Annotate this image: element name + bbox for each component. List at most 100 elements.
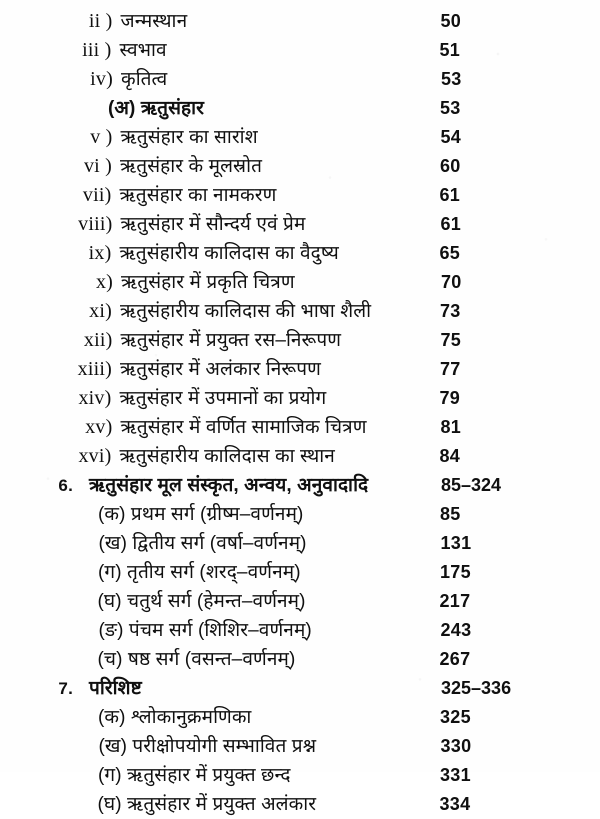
toc-entry-page-number: 85 [440, 500, 461, 529]
toc-entry-marker: xv) [53, 413, 113, 442]
toc-entry-title: (अ) ऋतुसंहार [108, 94, 204, 123]
toc-row[interactable]: viii) ऋतुसंहार में सौन्दर्य एवं प्रेम 61 [1, 210, 600, 239]
toc-entry-marker: vi ) [52, 152, 112, 181]
toc-entry-page-number: 53 [440, 94, 461, 123]
toc-entry-title: (क) श्लोकानुक्रमणिका [98, 703, 251, 732]
toc-entry-marker: ix) [52, 239, 112, 268]
toc-entry-page-number: 65 [440, 239, 461, 268]
toc-row[interactable]: vii) ऋतुसंहार का नामकरण 61 [0, 181, 600, 210]
toc-entry-page-number: 131 [441, 529, 472, 558]
toc-entry-marker: viii) [53, 210, 113, 239]
toc-entry-title: (घ) ऋतुसंहार में प्रयुक्त अलंकार [98, 790, 317, 819]
toc-entry-page-number: 61 [440, 181, 461, 210]
toc-row[interactable]: (ख) द्वितीय सर्ग (वर्षा–वर्णनम्) 131 [1, 529, 600, 558]
toc-entry-page-number: 61 [441, 210, 462, 239]
scanned-page: ii ) जन्मस्थान 50 iii ) स्वभाव 51 iv) कृतित्व 53… [0, 0, 600, 772]
toc-entry-page-number: 325 [440, 703, 471, 732]
toc-entry-title: (घ) चतुर्थ सर्ग (हेमन्त–वर्णनम्) [98, 587, 306, 616]
toc-entry-title: ऋतुसंहार का नामकरण [120, 181, 277, 210]
toc-entry-title: ऋतुसंहार में वर्णित सामाजिक चित्रण [121, 413, 367, 442]
toc-entry-page-number: 85–324 [441, 471, 501, 500]
toc-entry-page-number: 175 [440, 558, 471, 587]
toc-row[interactable]: vi ) ऋतुसंहार के मूलस्रोत 60 [0, 152, 600, 181]
toc-entry-page-number: 334 [440, 790, 471, 819]
toc-entry-page-number: 51 [440, 36, 461, 65]
toc-row[interactable]: 7. परिशिष्ट 325–336 [1, 674, 600, 703]
toc-entry-marker: v ) [53, 123, 113, 152]
toc-entry-marker: xiv) [52, 384, 112, 413]
toc-row[interactable]: 6. ऋतुसंहार मूल संस्कृत, अन्वय, अनुवादादि… [1, 471, 600, 500]
toc-entry-marker: iv) [53, 65, 113, 94]
toc-entry-title: जन्मस्थान [121, 7, 188, 36]
toc-entry-title: (ङ) पंचम सर्ग (शिशिर–वर्णनम्) [99, 616, 312, 645]
toc-entry-marker: iii ) [52, 36, 112, 65]
toc-entry-marker: xi) [52, 297, 112, 326]
toc-entry-title: (ग) ऋतुसंहार में प्रयुक्त छन्द [98, 761, 291, 790]
toc-entry-page-number: 217 [440, 587, 471, 616]
toc-row[interactable]: (अ) ऋतुसंहार 53 [0, 94, 600, 123]
toc-row[interactable]: xiv) ऋतुसंहार में उपमानों का प्रयोग 79 [0, 384, 600, 413]
toc-entry-title: परिशिष्ट [89, 674, 142, 703]
toc-entry-page-number: 75 [441, 326, 462, 355]
toc-row[interactable]: (क) प्रथम सर्ग (ग्रीष्म–वर्णनम्) 85 [0, 500, 600, 529]
toc-entry-page-number: 50 [441, 7, 462, 36]
toc-row[interactable]: (ङ) पंचम सर्ग (शिशिर–वर्णनम्) 243 [1, 616, 600, 645]
table-of-contents-list: ii ) जन्मस्थान 50 iii ) स्वभाव 51 iv) कृतित्व 53… [0, 0, 600, 772]
toc-entry-title: ऋतुसंहार में प्रकृति चित्रण [121, 268, 295, 297]
toc-row[interactable]: (च) षष्ठ सर्ग (वसन्त–वर्णनम्) 267 [0, 645, 600, 674]
toc-entry-title: कृतित्व [121, 65, 167, 94]
toc-entry-page-number: 81 [441, 413, 462, 442]
toc-entry-title: (ख) परीक्षोपयोगी सम्भावित प्रश्न [99, 732, 317, 761]
toc-entry-title: (च) षष्ठ सर्ग (वसन्त–वर्णनम्) [98, 645, 296, 674]
toc-entry-marker: xiii) [52, 355, 112, 384]
toc-entry-page-number: 84 [440, 442, 461, 471]
toc-entry-title: ऋतुसंहार में सौन्दर्य एवं प्रेम [121, 210, 306, 239]
toc-entry-marker: ii ) [53, 7, 113, 36]
toc-row[interactable]: x) ऋतुसंहार में प्रकृति चित्रण 70 [1, 268, 600, 297]
toc-entry-title: (ख) द्वितीय सर्ग (वर्षा–वर्णनम्) [99, 529, 307, 558]
toc-entry-title: ऋतुसंहारीय कालिदास का वैदुष्य [120, 239, 339, 268]
toc-row[interactable]: iii ) स्वभाव 51 [0, 36, 600, 65]
toc-row[interactable]: (ग) ऋतुसंहार में प्रयुक्त छन्द 331 [0, 761, 600, 790]
toc-entry-page-number: 325–336 [441, 674, 511, 703]
toc-row[interactable]: (ग) तृतीय सर्ग (शरद्–वर्णनम्) 175 [0, 558, 600, 587]
toc-entry-marker: xvi) [52, 442, 112, 471]
toc-entry-title: ऋतुसंहार मूल संस्कृत, अन्वय, अनुवादादि [89, 471, 368, 500]
toc-entry-title: (ग) तृतीय सर्ग (शरद्–वर्णनम्) [98, 558, 301, 587]
toc-entry-marker: x) [53, 268, 113, 297]
toc-entry-page-number: 60 [440, 152, 461, 181]
toc-entry-page-number: 79 [440, 384, 461, 413]
toc-entry-title: ऋतुसंहार का सारांश [121, 123, 258, 152]
toc-entry-title: ऋतुसंहारीय कालिदास की भाषा शैली [120, 297, 371, 326]
toc-row[interactable]: xi)ऋतुसंहारीय कालिदास की भाषा शैली73 [0, 297, 600, 326]
toc-entry-page-number: 70 [441, 268, 462, 297]
toc-entry-title: ऋतुसंहार के मूलस्रोत [120, 152, 262, 181]
toc-entry-page-number: 331 [440, 761, 471, 790]
toc-entry-page-number: 267 [440, 645, 471, 674]
toc-row[interactable]: xv) ऋतुसंहार में वर्णित सामाजिक चित्रण 81 [1, 413, 600, 442]
toc-row[interactable]: (घ) चतुर्थ सर्ग (हेमन्त–वर्णनम्) 217 [0, 587, 600, 616]
toc-entry-title: स्वभाव [120, 36, 167, 65]
toc-row[interactable]: (ख) परीक्षोपयोगी सम्भावित प्रश्न 330 [1, 732, 600, 761]
toc-entry-page-number: 77 [440, 355, 461, 384]
toc-entry-title: ऋतुसंहार में अलंकार निरूपण [120, 355, 321, 384]
toc-row[interactable]: (घ) ऋतुसंहार में प्रयुक्त अलंकार 334 [0, 790, 600, 819]
toc-entry-marker: 6. [1, 471, 73, 500]
toc-row[interactable]: ix) ऋतुसंहारीय कालिदास का वैदुष्य 65 [0, 239, 600, 268]
toc-entry-title: ऋतुसंहार में उपमानों का प्रयोग [120, 384, 327, 413]
toc-entry-page-number: 243 [441, 616, 472, 645]
toc-entry-marker: vii) [52, 181, 112, 210]
toc-entry-page-number: 53 [441, 65, 462, 94]
toc-entry-marker: xii) [53, 326, 113, 355]
toc-row[interactable]: iv) कृतित्व 53 [1, 65, 600, 94]
toc-entry-title: (क) प्रथम सर्ग (ग्रीष्म–वर्णनम्) [98, 500, 303, 529]
toc-row[interactable]: xiii) ऋतुसंहार में अलंकार निरूपण 77 [0, 355, 600, 384]
toc-row[interactable]: ii ) जन्मस्थान 50 [1, 7, 600, 36]
toc-row[interactable]: (क) श्लोकानुक्रमणिका 325 [0, 703, 600, 732]
toc-entry-marker: 7. [1, 674, 73, 703]
toc-entry-page-number: 330 [441, 732, 472, 761]
toc-entry-title: ऋतुसंहार में प्रयुक्त रस–निरूपण [121, 326, 342, 355]
toc-row[interactable]: xii) ऋतुसंहार में प्रयुक्त रस–निरूपण 75 [1, 326, 600, 355]
